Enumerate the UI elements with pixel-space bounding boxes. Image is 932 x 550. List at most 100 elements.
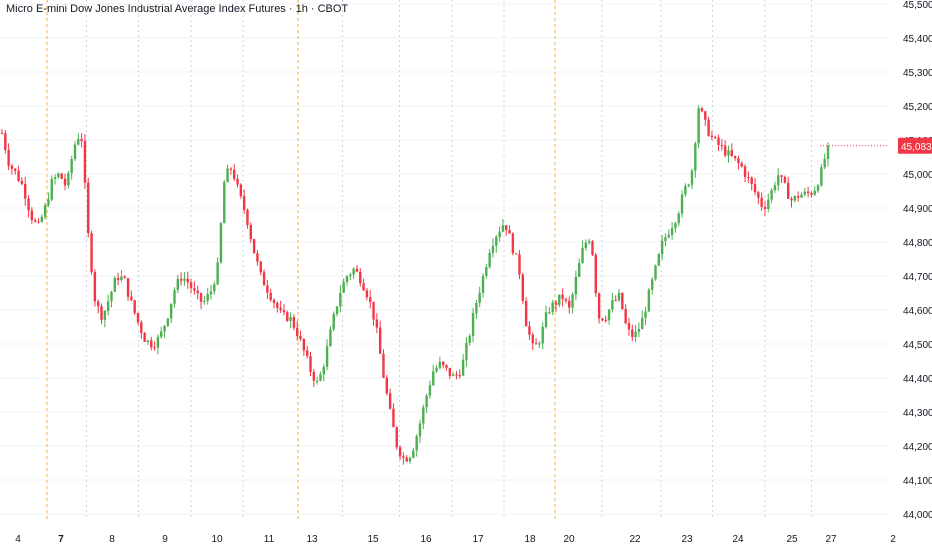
time-tick-label: 16 [420, 534, 432, 545]
candle [196, 285, 199, 300]
candle [697, 105, 700, 149]
session-break-lines [46, 0, 812, 520]
candle [511, 232, 515, 256]
price-tick-label: 44,300 [903, 408, 932, 419]
candle [524, 297, 528, 327]
candle [425, 393, 428, 414]
candle [156, 334, 160, 355]
candle [24, 176, 27, 206]
candle [594, 252, 597, 297]
time-tick-label: 20 [563, 534, 575, 545]
candle [150, 336, 153, 351]
time-tick-label: 4 [15, 534, 21, 545]
candle [548, 306, 551, 315]
candle [296, 320, 299, 341]
candle [252, 238, 256, 254]
candle [518, 250, 521, 280]
price-tick-label: 44,200 [903, 442, 932, 453]
candle [743, 164, 747, 182]
candle [206, 288, 209, 305]
price-tick-label: 44,500 [903, 340, 932, 351]
candle [458, 369, 461, 379]
candle [372, 301, 375, 326]
candle [402, 452, 405, 465]
candle [169, 303, 173, 324]
price-axis[interactable]: 44,000 44,100 44,200 44,300 44,400 44,500 44,6… [898, 0, 932, 521]
candle [793, 195, 797, 203]
candle [777, 168, 780, 191]
candle [687, 183, 690, 188]
candle [40, 214, 44, 223]
candle [786, 176, 790, 199]
candle [256, 249, 259, 266]
candle [272, 298, 276, 309]
candle [10, 163, 14, 175]
candle [584, 239, 588, 251]
candle [733, 155, 737, 161]
candle [783, 175, 787, 184]
candle [717, 134, 720, 152]
candle [395, 426, 398, 450]
candle [50, 175, 53, 202]
time-tick-label: 7 [58, 534, 64, 545]
candle [113, 276, 116, 292]
candle [106, 294, 110, 316]
time-axis[interactable]: 4 7 8 9 10 11 13 15 16 17 18 20 22 23 24 25 27 2 [15, 534, 896, 545]
candle [677, 211, 680, 227]
candle [189, 278, 193, 294]
candle [126, 277, 130, 301]
candle [209, 284, 213, 300]
candle [312, 368, 316, 387]
candle [471, 308, 475, 343]
candle [342, 278, 345, 294]
candle [216, 257, 219, 286]
candle [116, 272, 120, 286]
candle [826, 142, 830, 167]
candle [465, 336, 468, 367]
candle [710, 131, 714, 141]
candle [388, 388, 392, 410]
candle [412, 447, 415, 459]
candle [90, 230, 93, 275]
time-tick-label: 2 [890, 534, 896, 545]
candle [501, 219, 505, 233]
price-tick-label: 44,800 [903, 238, 932, 249]
price-tick-label: 45,500 [903, 0, 932, 11]
candle [704, 110, 707, 126]
candle [203, 295, 206, 305]
last-price-badge [898, 137, 932, 154]
candle [461, 354, 465, 377]
candle [604, 315, 607, 323]
candle [276, 301, 279, 313]
candle [541, 322, 544, 350]
candle [694, 141, 697, 178]
candle [475, 300, 478, 320]
candle [637, 322, 641, 338]
candle [408, 456, 412, 464]
candle [80, 133, 83, 148]
grid [0, 3, 888, 515]
candle [767, 193, 770, 213]
candle [355, 265, 359, 273]
candle [302, 338, 306, 356]
candle [684, 183, 687, 197]
candle [641, 310, 644, 330]
candle [405, 455, 408, 463]
candle [700, 106, 704, 113]
candle [146, 339, 150, 345]
candle [93, 269, 97, 307]
candle [226, 164, 229, 183]
price-tick-label: 45,300 [903, 68, 932, 79]
candle [813, 186, 816, 196]
candle [339, 285, 342, 313]
candle [382, 349, 385, 379]
candle [60, 172, 63, 180]
candle [763, 201, 767, 216]
candle [544, 305, 548, 329]
candle [538, 340, 541, 349]
candle [33, 218, 37, 223]
candle [491, 238, 495, 258]
time-tick-label: 13 [306, 534, 318, 545]
candle [780, 175, 783, 184]
